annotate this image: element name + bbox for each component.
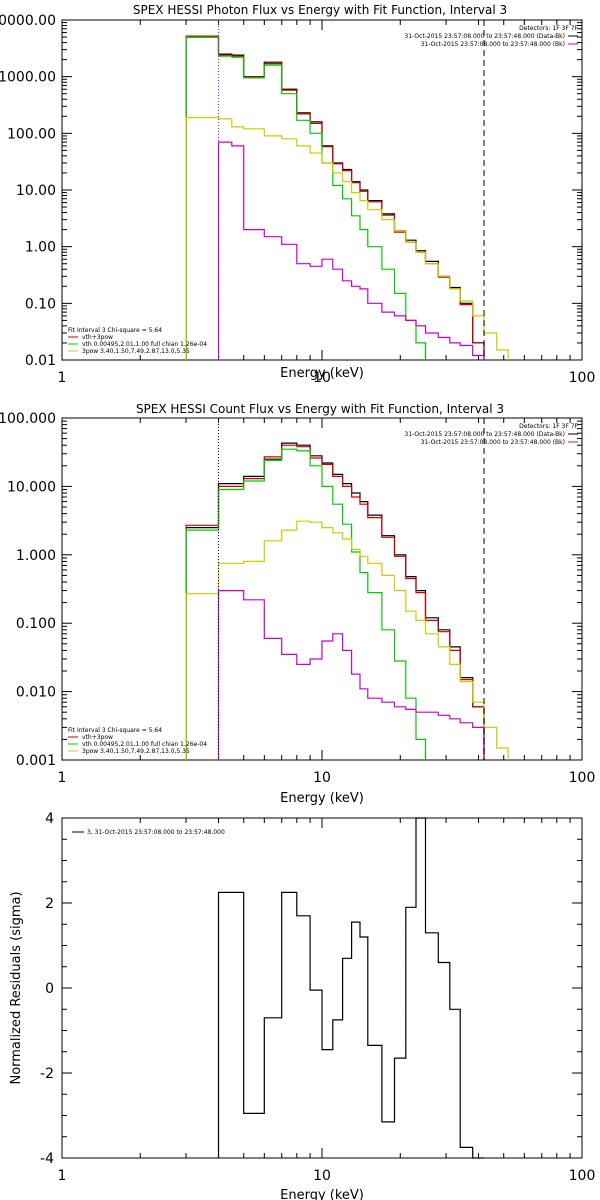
y-tick-label: 4 xyxy=(45,811,54,827)
y-tick-label: 0.001 xyxy=(16,753,56,769)
y-axis-label: Normalized Residuals (sigma) xyxy=(9,891,24,1084)
y-tick-label: 100.000 xyxy=(0,411,56,427)
legend-entry: vth+3pow xyxy=(82,334,113,341)
legend-entry: 3pow 3.40,1.50,7.49,2.87,13.0,5.35 xyxy=(82,348,190,355)
y-tick-label: 0.10 xyxy=(25,296,56,312)
residuals-panel: 1 10 100 -4 -2 0 2 4 3, 31-Oct-2015 23:57:08.00… xyxy=(9,811,595,1200)
y-tick-label: 0.100 xyxy=(16,616,56,632)
x-tick-label: 100 xyxy=(569,370,596,386)
y-tick-label: 2 xyxy=(45,896,54,912)
series-line-3 xyxy=(185,520,509,760)
series-line-2 xyxy=(185,36,427,360)
x-tick-label: 10 xyxy=(313,1168,331,1184)
series-line-0 xyxy=(185,36,485,360)
legend-title: Fit Interval 3 Chi-square = 5.64 xyxy=(68,327,162,334)
x-tick-label: 10 xyxy=(313,770,331,786)
panel-title: SPEX HESSI Photon Flux vs Energy with Fi… xyxy=(133,3,507,17)
legend-entry: 3pow 3.40,1.50,7.49,2.87,13.0,5.35 xyxy=(82,748,190,755)
y-tick-label: 0000.00 xyxy=(0,13,56,29)
series-line-4 xyxy=(217,141,485,360)
x-tick-label: 1 xyxy=(58,1168,67,1184)
legend-title: Detectors: 1F 3F 7F xyxy=(519,25,578,32)
legend-entry: vth+3pow xyxy=(82,734,113,741)
y-tick-label: 0.010 xyxy=(16,685,56,701)
legend-title: Detectors: 1F 3F 7F xyxy=(519,423,578,430)
x-axis-label: Energy (keV) xyxy=(280,366,364,381)
y-tick-label: 1.000 xyxy=(16,548,56,564)
legend-entry: 31-Oct-2015 23:57:08.000 to 23:57:48.000… xyxy=(421,439,565,446)
legend-entry: 31-Oct-2015 23:57:08.000 to 23:57:48.000… xyxy=(404,431,565,438)
y-tick-label: 1.00 xyxy=(25,240,56,256)
y-tick-label: 10.000 xyxy=(7,479,56,495)
plot-frame xyxy=(61,817,583,1159)
y-tick-label: 0.01 xyxy=(25,353,56,369)
legend-title: Fit Interval 3 Chi-square = 5.64 xyxy=(68,727,162,734)
panel-title: SPEX HESSI Count Flux vs Energy with Fit… xyxy=(136,402,504,416)
x-tick-label: 100 xyxy=(569,1168,596,1184)
legend-entry: 3, 31-Oct-2015 23:57:08.000 to 23:57:48.… xyxy=(87,829,225,836)
y-tick-label: 1000.00 xyxy=(0,70,56,86)
x-axis-label: Energy (keV) xyxy=(280,1188,364,1200)
x-tick-label: 10 xyxy=(313,370,331,386)
photon-flux-panel: SPEX HESSI Photon Flux vs Energy with Fi… xyxy=(0,3,595,386)
plot-frame xyxy=(61,19,583,361)
series-line-0 xyxy=(217,817,484,1159)
x-tick-label: 1 xyxy=(58,770,67,786)
legend-entry: 31-Oct-2015 23:57:08.000 to 23:57:48.000… xyxy=(404,33,565,40)
series-line-3 xyxy=(185,116,509,360)
y-tick-label: 100.00 xyxy=(7,126,56,142)
y-tick-label: -2 xyxy=(40,1066,54,1082)
x-tick-label: 1 xyxy=(58,370,67,386)
series-line-4 xyxy=(217,590,485,760)
y-tick-label: 0 xyxy=(45,981,54,997)
series-line-1 xyxy=(185,444,485,760)
series-line-2 xyxy=(185,448,427,760)
x-tick-label: 100 xyxy=(569,770,596,786)
series-line-1 xyxy=(185,35,485,360)
y-tick-label: -4 xyxy=(40,1151,54,1167)
legend-entry: vth 0.00495,2.01,1.00 full chian 1.26e-0… xyxy=(82,341,207,348)
legend-entry: vth 0.00495,2.01,1.00 full chian 1.26e-0… xyxy=(82,741,207,748)
count-flux-panel: SPEX HESSI Count Flux vs Energy with Fit… xyxy=(0,402,595,806)
legend-entry: 31-Oct-2015 23:57:08.000 to 23:57:48.000… xyxy=(421,41,565,48)
y-tick-label: 10.00 xyxy=(16,183,56,199)
x-axis-label: Energy (keV) xyxy=(280,791,364,806)
series-line-0 xyxy=(185,442,485,760)
